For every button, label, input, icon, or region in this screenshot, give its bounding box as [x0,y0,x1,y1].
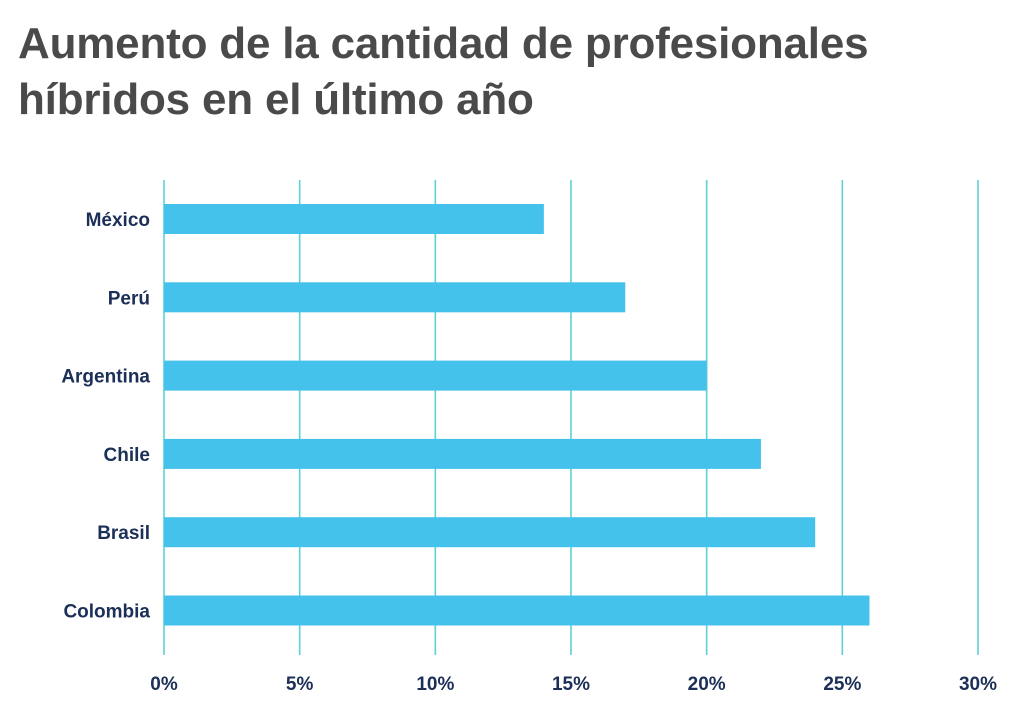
bar [164,204,544,234]
category-label: Perú [108,288,150,309]
category-label: México [86,210,150,231]
x-tick-label: 20% [688,674,726,695]
x-axis-tick-labels: 0% 5% 10% 15% 20% 25% 30% [150,674,997,695]
x-tick-label: 10% [416,674,454,695]
category-labels: México Perú Argentina Chile Brasil Colombia [61,210,150,623]
x-tick-label: 25% [823,674,861,695]
x-tick-label: 0% [150,674,178,695]
gridlines [163,180,979,655]
x-tick-label: 5% [286,674,314,695]
bar [164,595,870,626]
x-tick-label: 15% [552,674,590,695]
bar [164,517,816,548]
category-label: Colombia [63,602,150,623]
bar [164,360,707,391]
category-label: Chile [104,445,150,466]
bars [164,204,870,626]
chart-title: Aumento de la cantidad de profesionales … [18,19,869,124]
bar [164,438,761,469]
category-label: Argentina [61,367,150,388]
category-label: Brasil [97,523,150,544]
x-tick-label: 30% [959,674,997,695]
bar [164,282,626,313]
